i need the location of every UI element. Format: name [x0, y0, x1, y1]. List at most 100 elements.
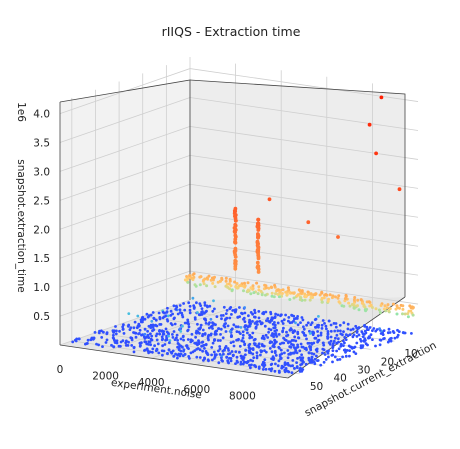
data-point — [235, 330, 239, 333]
data-point — [334, 295, 337, 299]
data-point — [272, 356, 276, 360]
data-point — [302, 325, 305, 329]
data-point — [161, 310, 165, 314]
data-point — [257, 288, 261, 292]
data-point — [232, 208, 237, 213]
data-point — [335, 333, 339, 337]
data-point — [225, 309, 229, 312]
data-point — [149, 332, 152, 336]
data-point — [226, 324, 230, 328]
data-point — [230, 313, 233, 316]
data-point — [91, 336, 95, 340]
data-point — [145, 347, 149, 351]
data-point — [264, 310, 268, 314]
data-point — [251, 312, 255, 316]
data-point — [394, 307, 398, 311]
data-point — [336, 329, 340, 333]
data-point — [121, 325, 125, 329]
data-point — [206, 358, 210, 362]
data-point — [194, 335, 198, 339]
data-point — [102, 330, 105, 334]
data-point — [234, 362, 237, 365]
data-point — [316, 359, 319, 362]
data-point — [241, 330, 245, 334]
data-point — [241, 362, 245, 366]
data-point — [235, 359, 239, 363]
data-point — [198, 348, 202, 352]
data-point — [179, 330, 183, 333]
data-point — [228, 277, 232, 281]
data-point — [252, 342, 256, 345]
data-point — [362, 339, 366, 343]
data-point — [221, 359, 225, 363]
data-point — [322, 360, 326, 364]
data-point — [158, 332, 162, 336]
data-point — [128, 328, 132, 331]
data-point — [154, 334, 158, 338]
data-point — [294, 339, 298, 343]
data-point — [224, 276, 228, 280]
data-point — [274, 362, 277, 366]
data-point — [149, 323, 153, 327]
data-point — [374, 329, 378, 333]
data-point — [197, 327, 201, 331]
data-point — [337, 347, 341, 351]
data-point — [204, 343, 208, 347]
data-point — [224, 330, 228, 333]
data-point — [306, 220, 311, 225]
data-point — [150, 334, 154, 338]
x-tick-label: 8000 — [229, 390, 256, 402]
data-point — [134, 335, 138, 339]
data-point — [285, 292, 289, 296]
data-point — [335, 349, 338, 353]
data-point — [149, 343, 153, 347]
data-point — [161, 353, 164, 357]
data-point — [222, 305, 226, 309]
data-point — [300, 362, 304, 366]
data-point — [206, 305, 209, 309]
data-point — [181, 315, 185, 319]
data-point — [100, 336, 104, 339]
data-point — [342, 330, 345, 333]
data-point — [283, 338, 287, 341]
data-point — [222, 324, 226, 328]
data-point — [251, 331, 255, 335]
data-point — [307, 351, 311, 355]
data-point — [349, 345, 352, 349]
z-tick-label: 4.0 — [33, 109, 50, 121]
data-point — [282, 341, 286, 345]
data-point — [157, 311, 161, 315]
data-point — [125, 339, 128, 343]
data-point — [280, 313, 283, 317]
data-point — [243, 306, 247, 309]
data-point — [173, 322, 177, 326]
data-point — [312, 352, 316, 356]
data-point — [287, 363, 290, 367]
data-point — [163, 343, 167, 346]
data-point — [244, 348, 248, 352]
data-point — [241, 333, 245, 337]
data-point — [156, 342, 160, 346]
data-point — [138, 332, 141, 335]
data-point — [378, 311, 382, 315]
data-point — [178, 304, 182, 307]
data-point — [344, 354, 348, 358]
data-point — [304, 362, 308, 366]
data-point — [319, 333, 323, 337]
data-point — [312, 341, 316, 345]
data-point — [382, 307, 386, 311]
data-point — [310, 352, 314, 355]
data-point — [264, 367, 268, 371]
data-point — [402, 331, 405, 334]
data-point — [228, 316, 232, 320]
data-point — [218, 345, 222, 348]
data-point — [112, 329, 116, 333]
data-point — [252, 291, 256, 295]
data-point — [239, 362, 243, 366]
data-point — [151, 347, 155, 351]
data-point — [263, 324, 267, 328]
data-point — [372, 327, 376, 330]
data-point — [379, 95, 384, 100]
data-point — [322, 341, 325, 345]
data-point — [357, 308, 361, 312]
